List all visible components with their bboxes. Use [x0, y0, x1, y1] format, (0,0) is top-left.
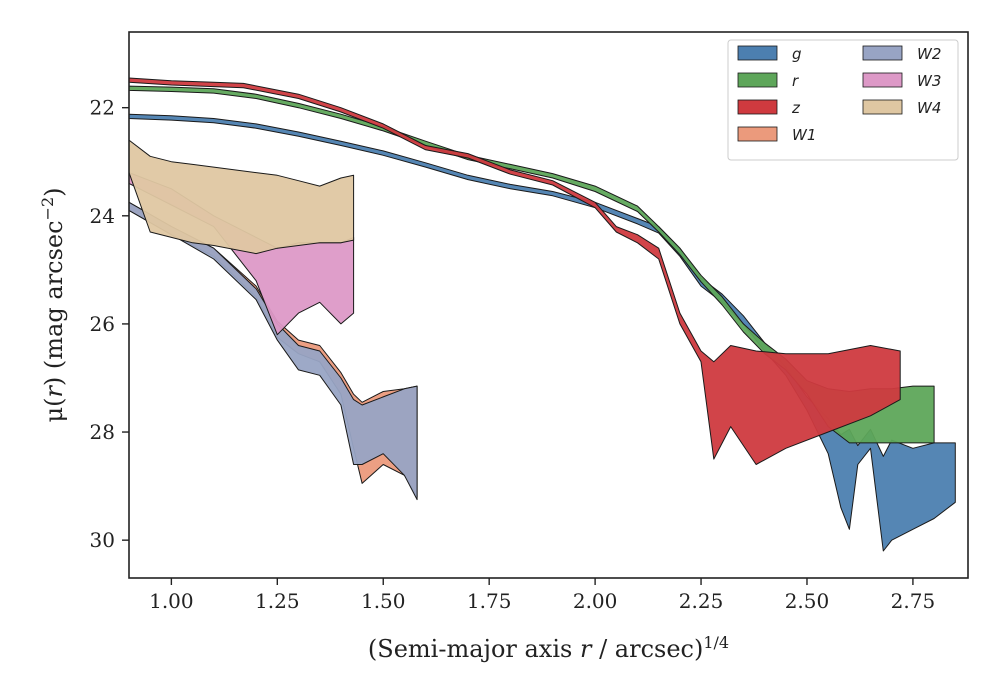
legend-label: z — [791, 99, 801, 117]
legend-label: W1 — [792, 126, 816, 144]
legend-label: g — [792, 45, 802, 63]
series-band-g — [129, 113, 956, 552]
legend-swatch — [862, 99, 903, 115]
legend-swatch — [737, 45, 778, 61]
x-tick-label: 1.75 — [467, 589, 512, 613]
series-band-w2 — [129, 201, 418, 501]
legend-label: W2 — [917, 45, 941, 63]
x-axis-title: (Semi-major axis r / arcsec)1/4 — [368, 633, 729, 664]
legend-label: W3 — [917, 72, 941, 90]
series-layer — [129, 77, 956, 552]
legend-swatch — [862, 45, 903, 61]
x-tick-label: 2.50 — [785, 589, 830, 613]
legend-label: r — [792, 72, 799, 90]
x-axis-ticks: 1.00 1.25 1.50 1.75 2.00 2.25 2.50 2.75 — [149, 578, 935, 613]
y-axis-title: μ(r) (mag arcsec−2) — [38, 187, 69, 422]
legend-swatch — [737, 99, 778, 115]
legend-label: W4 — [917, 99, 941, 117]
x-tick-label: 2.00 — [573, 589, 618, 613]
legend-swatch — [737, 126, 778, 142]
x-tick-label: 2.75 — [891, 589, 936, 613]
x-tick-label: 2.25 — [679, 589, 724, 613]
x-tick-label: 1.25 — [255, 589, 300, 613]
legend-swatch — [737, 72, 778, 88]
y-tick-label: 26 — [90, 312, 115, 336]
y-axis-ticks: 22 24 26 28 30 — [90, 96, 129, 552]
legend: grz W1 W2 W3 W4 — [727, 39, 959, 161]
x-tick-label: 1.50 — [361, 589, 406, 613]
y-tick-label: 30 — [90, 528, 115, 552]
y-tick-label: 24 — [90, 204, 115, 228]
series-band-w4 — [129, 139, 355, 255]
series-band-z — [129, 77, 901, 465]
y-tick-label: 22 — [90, 96, 115, 120]
x-tick-label: 1.00 — [149, 589, 194, 613]
legend-box — [727, 39, 959, 161]
plot-frame — [128, 31, 969, 579]
y-tick-label: 28 — [90, 420, 115, 444]
legend-swatch — [862, 72, 903, 88]
